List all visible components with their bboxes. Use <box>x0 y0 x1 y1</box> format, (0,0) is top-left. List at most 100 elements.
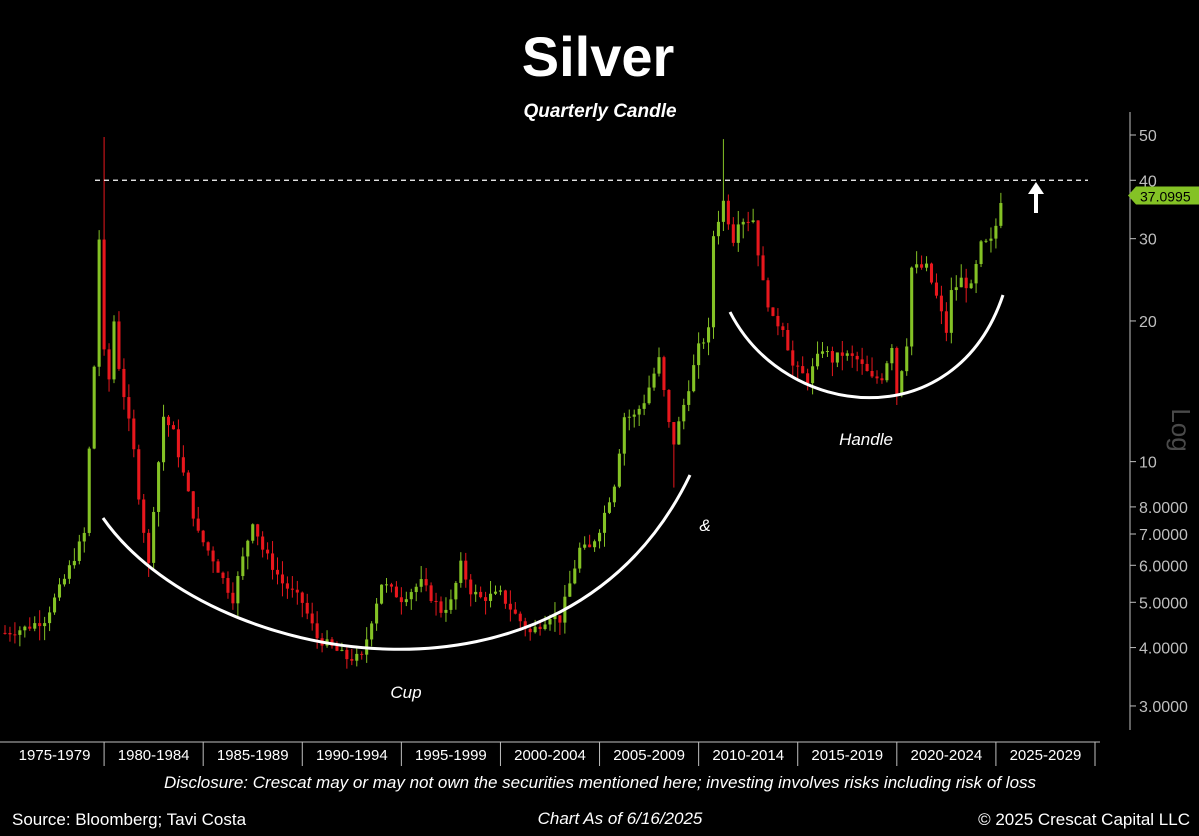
candle <box>157 460 161 527</box>
candle <box>498 585 502 596</box>
candle <box>707 317 711 356</box>
chart-as-of-text: Chart As of 6/16/2025 <box>538 809 703 828</box>
candle <box>781 322 785 337</box>
candle <box>345 647 349 669</box>
candle <box>711 230 716 339</box>
candle <box>642 394 646 416</box>
y-tick-label: 50 <box>1139 128 1157 145</box>
candle <box>910 266 914 356</box>
candle <box>290 576 294 598</box>
candle <box>375 597 379 631</box>
candle <box>553 602 557 632</box>
candle <box>682 398 686 430</box>
candle <box>766 277 770 312</box>
candle <box>310 602 314 631</box>
candle <box>929 262 934 285</box>
candle <box>77 534 81 565</box>
x-period-label: 2020-2024 <box>910 747 982 764</box>
candle <box>117 311 121 371</box>
candle <box>82 527 86 553</box>
candle <box>414 583 418 602</box>
candle <box>384 577 389 593</box>
candle <box>816 341 820 370</box>
candle <box>890 344 894 371</box>
candle <box>652 367 656 391</box>
candle <box>271 541 275 580</box>
x-period-label: 2000-2004 <box>514 747 586 764</box>
candle <box>820 342 825 359</box>
candle <box>231 582 235 610</box>
candle <box>251 523 255 544</box>
candle <box>583 536 587 550</box>
candle <box>860 347 864 375</box>
candle <box>508 590 512 622</box>
candle <box>672 422 676 488</box>
candle <box>811 358 815 395</box>
candle <box>102 137 106 356</box>
candle <box>122 358 126 410</box>
candle <box>513 602 517 615</box>
y-tick-label: 8.0000 <box>1139 500 1188 517</box>
candle <box>409 588 413 610</box>
candle <box>469 574 473 607</box>
candle <box>969 279 973 289</box>
candle <box>176 419 180 468</box>
candle <box>444 597 448 622</box>
disclosure-text: Disclosure: Crescat may or may not own t… <box>164 773 1037 792</box>
y-tick-label: 4.0000 <box>1139 641 1188 658</box>
candle <box>171 421 175 430</box>
candle <box>53 593 57 615</box>
candle <box>186 470 190 492</box>
candle <box>825 346 829 357</box>
candle <box>370 621 374 647</box>
candle <box>964 268 968 303</box>
candle <box>399 587 403 615</box>
last-price-value: 37.0995 <box>1140 189 1191 205</box>
candle <box>702 338 706 349</box>
candle <box>920 255 924 270</box>
candle <box>731 217 735 247</box>
candle <box>97 230 101 377</box>
candle <box>855 351 859 372</box>
candle <box>474 584 478 602</box>
pattern-curves <box>101 294 1005 651</box>
candle <box>588 534 592 548</box>
candle <box>622 412 626 466</box>
x-period-label: 2025-2029 <box>1010 747 1082 764</box>
candle <box>221 571 225 584</box>
candle <box>602 505 607 547</box>
candle <box>632 409 636 428</box>
candle <box>999 192 1003 229</box>
candle <box>201 529 205 547</box>
candle <box>925 256 929 272</box>
candle <box>429 582 433 603</box>
candle <box>127 384 131 432</box>
y-tick-label: 5.0000 <box>1139 595 1188 612</box>
last-price-badge: 37.0995 <box>1128 186 1199 205</box>
x-period-label: 2010-2014 <box>712 747 784 764</box>
candle <box>112 315 116 384</box>
candle <box>598 529 602 549</box>
candle <box>989 227 993 253</box>
candle <box>211 546 215 573</box>
candle <box>216 559 220 573</box>
candle <box>137 444 141 505</box>
candle <box>380 584 384 605</box>
candle <box>162 404 166 471</box>
candle <box>726 194 730 230</box>
x-period-label: 1995-1999 <box>415 747 487 764</box>
candle <box>256 523 260 546</box>
candle <box>984 238 988 244</box>
candle <box>191 490 195 527</box>
candle <box>974 260 978 294</box>
candle <box>454 581 458 610</box>
candle <box>518 611 522 629</box>
candle <box>959 264 963 288</box>
candle <box>761 246 765 281</box>
candle <box>300 591 304 618</box>
candle <box>350 648 354 666</box>
candle <box>558 615 562 635</box>
candle <box>697 332 701 379</box>
candle <box>18 626 22 647</box>
candle <box>181 445 185 476</box>
